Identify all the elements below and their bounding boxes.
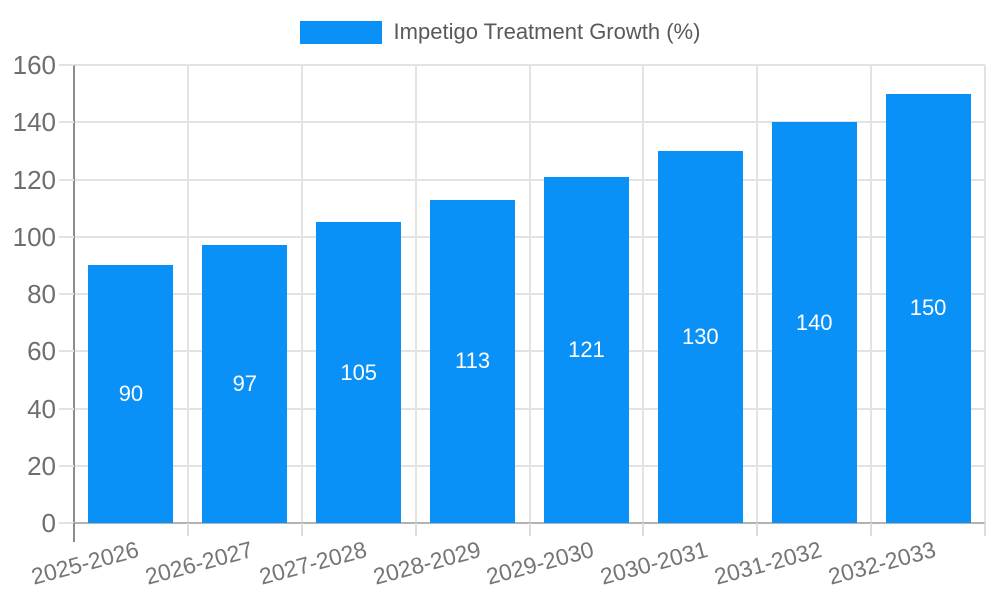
gridline-vertical bbox=[870, 65, 873, 523]
x-axis-tick bbox=[300, 523, 303, 536]
y-axis-tick-label: 100 bbox=[12, 221, 56, 252]
bar-value-label: 113 bbox=[455, 348, 491, 374]
x-axis-label-2030-2031: 2030-2031 bbox=[597, 536, 711, 590]
y-axis-tick bbox=[59, 522, 74, 524]
bar-value-label: 97 bbox=[232, 371, 258, 397]
x-axis-label-2026-2027: 2026-2027 bbox=[142, 536, 256, 590]
x-axis-label-2027-2028: 2027-2028 bbox=[256, 536, 370, 590]
bar-2031-2032 bbox=[771, 122, 857, 523]
x-axis-tick bbox=[870, 523, 873, 536]
y-axis-tick bbox=[59, 235, 74, 238]
y-axis-line bbox=[73, 65, 75, 523]
bar-2028-2029 bbox=[430, 199, 516, 523]
y-axis-tick bbox=[59, 407, 74, 410]
legend-label: Impetigo Treatment Growth (%) bbox=[393, 19, 701, 44]
x-axis-tick bbox=[756, 523, 759, 536]
y-axis-tick-label: 80 bbox=[27, 279, 56, 309]
bar-value-label: 90 bbox=[118, 381, 144, 407]
bar-2026-2027 bbox=[202, 245, 288, 523]
y-axis-tick bbox=[59, 121, 74, 124]
bar-value-label: 150 bbox=[909, 295, 947, 321]
x-axis-label-2029-2030: 2029-2030 bbox=[483, 536, 597, 590]
x-axis-tick bbox=[642, 523, 645, 536]
gridline-horizontal bbox=[74, 64, 985, 66]
gridline-vertical bbox=[984, 65, 986, 523]
x-axis-label-2032-2033: 2032-2033 bbox=[825, 536, 939, 590]
y-axis-tick-label: 20 bbox=[27, 450, 56, 481]
bar-2030-2031 bbox=[657, 150, 743, 523]
x-axis-tick bbox=[186, 523, 189, 536]
gridline-vertical bbox=[642, 65, 645, 523]
bar-value-label: 105 bbox=[340, 359, 378, 385]
bar-2032-2033 bbox=[885, 93, 971, 523]
y-axis-tick-label: 0 bbox=[41, 508, 56, 538]
y-axis-tick-label: 160 bbox=[12, 50, 56, 80]
gridline-vertical bbox=[186, 65, 189, 523]
y-axis-tick bbox=[59, 350, 74, 353]
bar-value-label: 121 bbox=[568, 336, 605, 362]
y-axis-tick-label: 120 bbox=[12, 164, 56, 195]
y-axis-tick-label: 60 bbox=[27, 336, 56, 367]
x-axis-tick bbox=[414, 523, 417, 536]
y-axis-tick-label: 140 bbox=[12, 107, 56, 138]
chart-legend: Impetigo Treatment Growth (%) bbox=[0, 20, 1000, 44]
gridline-vertical bbox=[300, 65, 303, 523]
plot-area: 90 97 105 113 121 130 140 150 bbox=[73, 64, 986, 524]
y-axis-tick bbox=[59, 178, 74, 181]
y-axis-tick-label: 40 bbox=[27, 393, 56, 424]
y-axis-tick bbox=[59, 293, 74, 295]
gridline-vertical bbox=[528, 65, 531, 523]
y-axis-tick bbox=[59, 64, 74, 66]
y-axis-tick bbox=[59, 464, 74, 467]
bar-2027-2028 bbox=[316, 222, 402, 523]
gridline-vertical bbox=[414, 65, 417, 523]
x-axis-tick bbox=[528, 523, 531, 536]
x-axis-label-2028-2029: 2028-2029 bbox=[370, 536, 484, 590]
x-axis-label-2031-2032: 2031-2032 bbox=[711, 536, 825, 590]
gridline-vertical bbox=[756, 65, 759, 523]
bar-2025-2026 bbox=[88, 265, 174, 523]
x-axis-label-2025-2026: 2025-2026 bbox=[28, 536, 142, 590]
x-axis-tick bbox=[73, 523, 75, 542]
bar-value-label: 130 bbox=[681, 323, 719, 349]
bar-value-label: 140 bbox=[795, 309, 833, 335]
bar-2029-2030 bbox=[543, 176, 629, 523]
legend-color-swatch bbox=[299, 20, 382, 44]
x-axis-tick bbox=[984, 523, 986, 536]
